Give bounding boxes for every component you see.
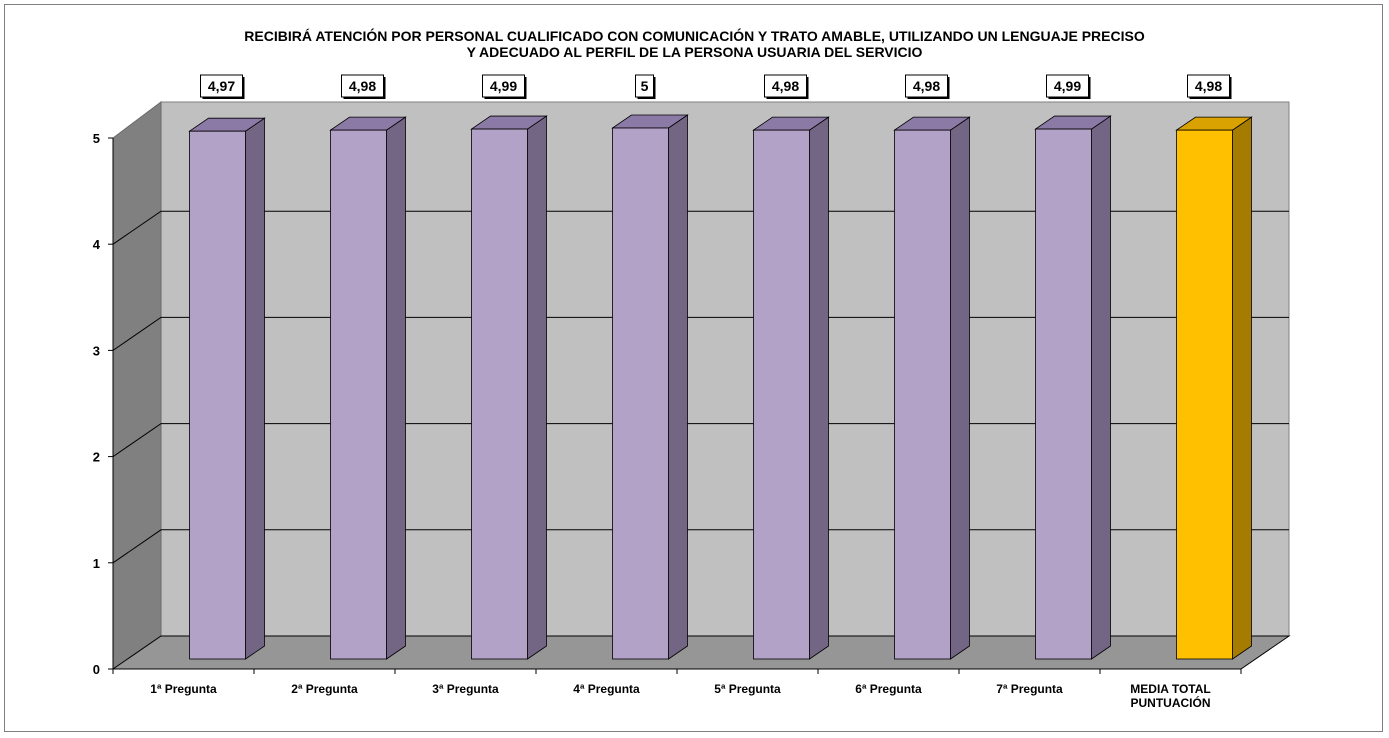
value-label: 5 [635, 74, 656, 99]
value-label-box [635, 74, 654, 98]
bar-side [386, 116, 406, 660]
value-label-text: 4,99 [1054, 78, 1081, 94]
value-labels: 4,97 4,98 4,99 5 4,98 4,98 4,99 4,98 [200, 74, 1232, 99]
bar [470, 115, 548, 660]
bar-front [753, 129, 810, 660]
y-tick-label: 3 [93, 343, 100, 358]
value-label-text: 4,97 [208, 78, 235, 94]
category-label: 2ª Pregunta [291, 682, 358, 696]
bar-front [471, 128, 528, 660]
value-label: 4,98 [1187, 74, 1232, 99]
value-label: 4,99 [482, 74, 527, 99]
y-tick-label: 1 [93, 556, 100, 571]
bars [188, 114, 1253, 660]
bar-side [668, 114, 688, 660]
bar-side [245, 117, 265, 660]
bar [188, 117, 266, 660]
bar [611, 114, 689, 660]
bar-front [189, 130, 246, 660]
value-label-text: 4,98 [1195, 78, 1222, 94]
value-label-text: 4,98 [772, 78, 799, 94]
bar-front [1035, 128, 1092, 660]
bar [1175, 116, 1253, 660]
value-label-text: 4,98 [913, 78, 940, 94]
bar-side [1232, 116, 1252, 660]
bar-front [894, 129, 951, 660]
y-tick-label: 2 [93, 450, 100, 465]
value-label-box [200, 74, 243, 98]
value-label-text: 5 [641, 78, 649, 94]
floor [111, 635, 1291, 670]
bar-side [950, 116, 970, 660]
category-label: PUNTUACIÓN [1131, 695, 1211, 710]
side-wall [112, 101, 162, 670]
bar-front [612, 127, 669, 660]
value-label: 4,98 [764, 74, 809, 99]
value-label-box [482, 74, 525, 98]
x-axis: 1ª Pregunta 2ª Pregunta 3ª Pregunta 4ª Preg… [112, 668, 1242, 710]
y-tick-label: 4 [93, 237, 101, 252]
bar-side [1091, 115, 1111, 660]
value-label-box [905, 74, 948, 98]
bar [1034, 115, 1112, 660]
bar [752, 116, 830, 660]
value-label-box [1187, 74, 1230, 98]
category-label: 5ª Pregunta [714, 682, 781, 696]
value-label: 4,99 [1046, 74, 1091, 99]
value-label-box [764, 74, 807, 98]
value-label: 4,98 [905, 74, 950, 99]
value-label: 4,97 [200, 74, 245, 99]
y-tick-label: 5 [93, 131, 100, 146]
category-label: MEDIA TOTAL [1130, 682, 1210, 696]
category-label: 4ª Pregunta [573, 682, 640, 696]
chart-walls [111, 101, 1291, 670]
category-label: 1ª Pregunta [150, 682, 217, 696]
category-label: 3ª Pregunta [432, 682, 499, 696]
category-label: 7ª Pregunta [996, 682, 1063, 696]
value-label-text: 4,99 [490, 78, 517, 94]
bar [329, 116, 407, 660]
value-label-box [341, 74, 384, 98]
value-label-box [1046, 74, 1089, 98]
category-label: 6ª Pregunta [855, 682, 922, 696]
chart-title-line-2: Y ADECUADO AL PERFIL DE LA PERSONA USUAR… [466, 44, 923, 60]
value-label: 4,98 [341, 74, 386, 99]
bar-front [330, 129, 387, 660]
value-label-text: 4,98 [349, 78, 376, 94]
bar [893, 116, 971, 660]
bar-side [527, 115, 547, 660]
bar-front [1176, 129, 1233, 660]
y-tick-label: 0 [93, 662, 100, 677]
bar-side [809, 116, 829, 660]
chart-title-line-1: RECIBIRÁ ATENCIÓN POR PERSONAL CUALIFICA… [244, 28, 1145, 44]
y-axis: 0 1 2 3 4 5 [93, 131, 114, 677]
